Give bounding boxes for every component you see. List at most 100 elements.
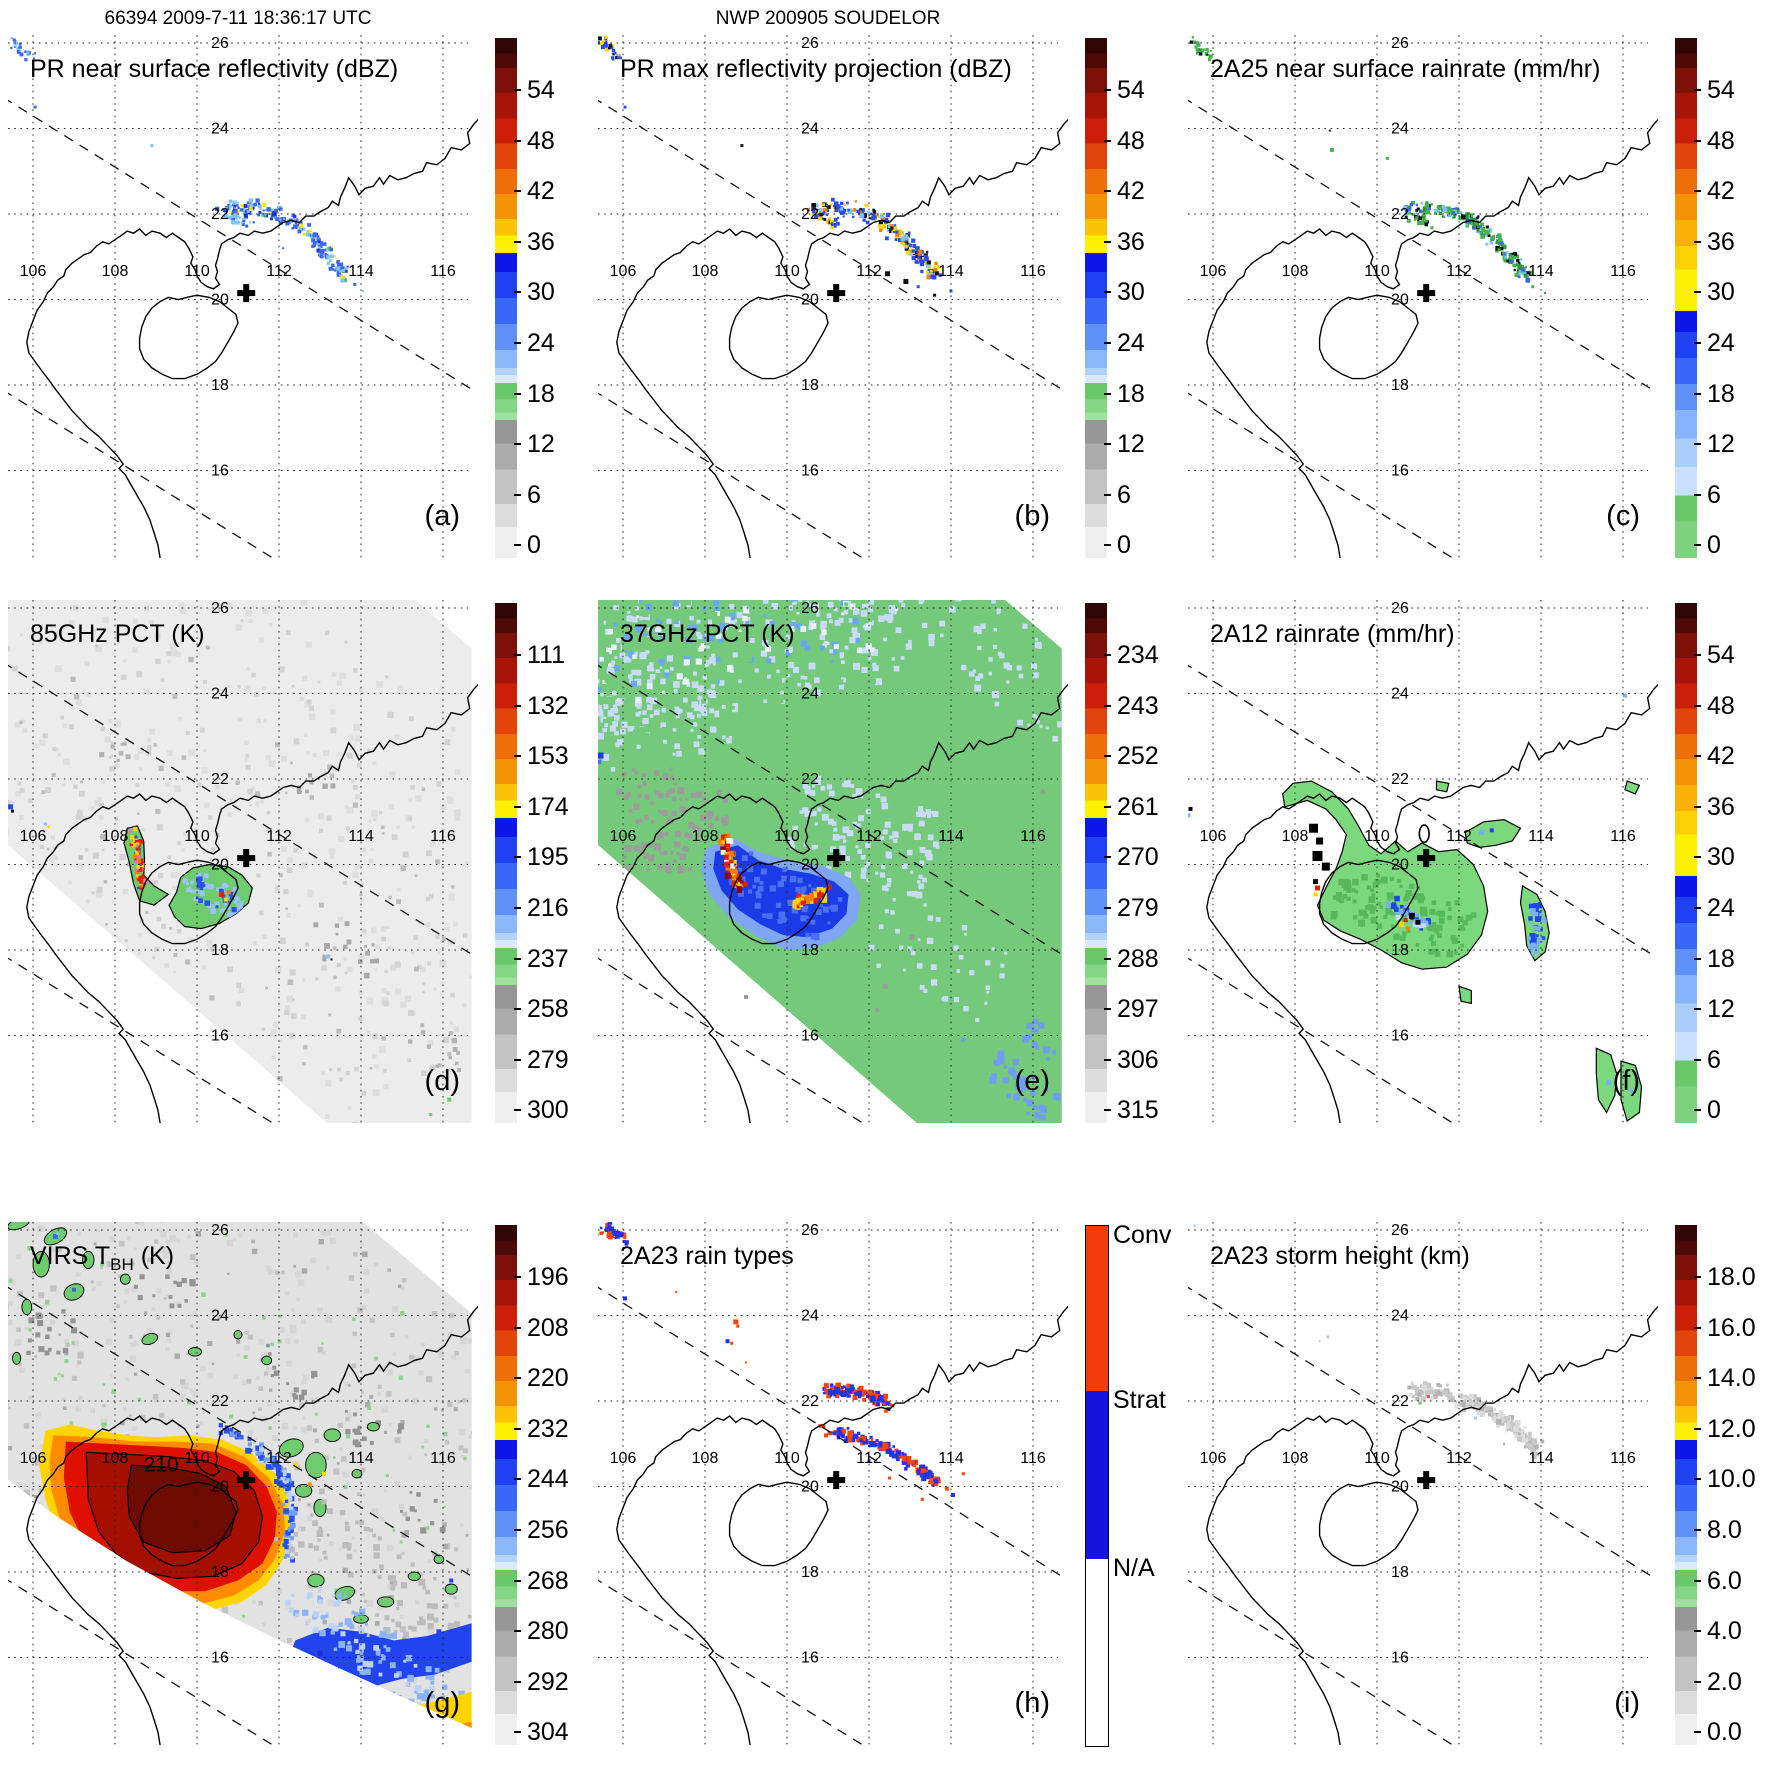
swath-edge-lines [598,600,1063,1123]
colorbar-label: 30 [1117,278,1145,307]
data-dots [33,105,364,292]
pixel-arc [1404,212,1434,230]
pixel-arc [811,210,840,230]
graticule [1188,600,1648,1123]
graticule [1188,1222,1648,1745]
colorbar-tick [514,190,521,193]
pixel-arc [215,198,349,283]
speckle-field [408,1023,461,1072]
colorbar-c: 54 48 42 36 30 24 18 12 6 0 [1675,38,1755,560]
panel-title: 2A12 rainrate (mm/hr) [1210,620,1455,648]
colorbar-label: 36 [1707,227,1735,256]
colorbar-label: 14.0 [1707,1364,1756,1393]
svg-text:26: 26 [1391,600,1409,617]
colorbar-label: 54 [1117,76,1145,104]
data-dots [1188,693,1634,1094]
colorbar-label: 292 [527,1667,569,1696]
colorbar-tick [1694,544,1701,547]
colorbar-label: 306 [1117,1045,1159,1074]
graticule [8,35,468,558]
svg-text:110: 110 [1364,263,1390,280]
colorbar-tick [1104,139,1111,142]
colorbar-label: 30 [1707,278,1735,307]
speckle-field [1022,1019,1057,1061]
colorbar-tick [1694,342,1701,344]
colorbar-label: 18 [527,379,555,408]
colorbar-tick [1694,1731,1701,1734]
colorbar-label: 54 [1707,76,1735,104]
swath-edge-lines [8,35,473,558]
speckle-field [787,775,940,899]
coastlines [1206,118,1658,558]
colorbar-label: 234 [1117,641,1159,669]
panel-letter: (h) [1015,1687,1050,1719]
colorbar-label: 12 [1707,995,1735,1024]
colorbar-label: 12 [1117,430,1145,459]
svg-text:18: 18 [801,377,819,394]
colorbar-tick [514,493,521,496]
colorbar-label: 54 [527,76,555,104]
map-panel-b: 106 108 110 112 114 116 26 24 22 20 18 16 PR max ref… [598,35,1068,558]
svg-text:114: 114 [938,828,964,845]
colorbar-label: 48 [1707,126,1735,155]
colorbar-gradient [495,1225,517,1745]
svg-text:112: 112 [266,263,292,280]
colorbar-label: 42 [527,177,555,206]
colorbar-tick [1694,755,1701,758]
colorbar-label: 0 [1707,531,1721,560]
colorbar-tick [514,1478,521,1481]
colorbar-label: 12 [1707,430,1735,459]
panel-title: 2A23 rain types [620,1242,794,1270]
colorbar-label: 10.0 [1707,1465,1756,1494]
svg-text:16: 16 [801,1028,819,1045]
colorbar-tick [1694,654,1701,656]
svg-text:110: 110 [774,263,800,280]
panel-title: 85GHz PCT (K) [30,620,205,648]
graticule [598,600,1058,1123]
colorbar-tick [1694,392,1701,395]
colorbar-tick [1104,544,1111,547]
colorbar-label: 196 [527,1263,569,1291]
cloud-blobs [8,1222,273,1366]
data-dots [53,1231,76,1292]
colorbar-label: 18 [1707,379,1735,408]
svg-text:112: 112 [856,828,882,845]
speckle-field [820,600,1001,664]
data-region [1464,818,1522,849]
colorbar-label: 16.0 [1707,1313,1756,1342]
colorbar-tick [514,654,521,656]
svg-text:112: 112 [266,828,292,845]
map-panel-c: 106 108 110 112 114 116 26 24 22 20 18 16 2A25 near … [1188,35,1658,558]
colorbar-label: 4.0 [1707,1617,1742,1646]
colorbar-label: 315 [1117,1096,1159,1125]
colorbar-label: 111 [527,641,566,669]
colorbar-tick [1694,805,1701,808]
svg-text:26: 26 [211,600,229,617]
svg-text:114: 114 [348,828,374,845]
graticule [598,1222,1058,1745]
grid-labels: 106 108 110 112 114 116 26 24 22 20 18 16 [20,600,456,1045]
svg-text:116: 116 [1020,828,1046,845]
colorbar-tick [514,291,521,294]
svg-text:24: 24 [1391,686,1409,703]
colorbar-tick [514,1377,521,1380]
data-region [336,1717,472,1729]
colorbar-label: 216 [527,894,569,922]
colorbar-tick [514,1427,521,1430]
swath-edge-lines [1188,35,1653,558]
colorbar-label: 18.0 [1707,1263,1756,1291]
colorbar-label: 0 [527,531,541,560]
data-region [1435,780,1450,793]
colorbar-label: Conv [1113,1221,1172,1249]
grid-labels: 106 108 110 112 114 116 26 24 22 20 18 16 [20,35,456,480]
contour-label: 210 [144,1454,179,1477]
colorbar-tick [514,704,521,707]
swath-edge-lines [8,600,473,1123]
svg-text:24: 24 [211,121,229,138]
svg-text:26: 26 [801,600,819,617]
colorbar-e: 234 243 252 261 270 279 288 297 306 315 [1085,603,1165,1125]
speckle-field [26,1309,78,1356]
coastlines [26,118,478,558]
colorbar-label: 36 [1117,227,1145,256]
panel-title: 37GHz PCT (K) [620,620,795,648]
